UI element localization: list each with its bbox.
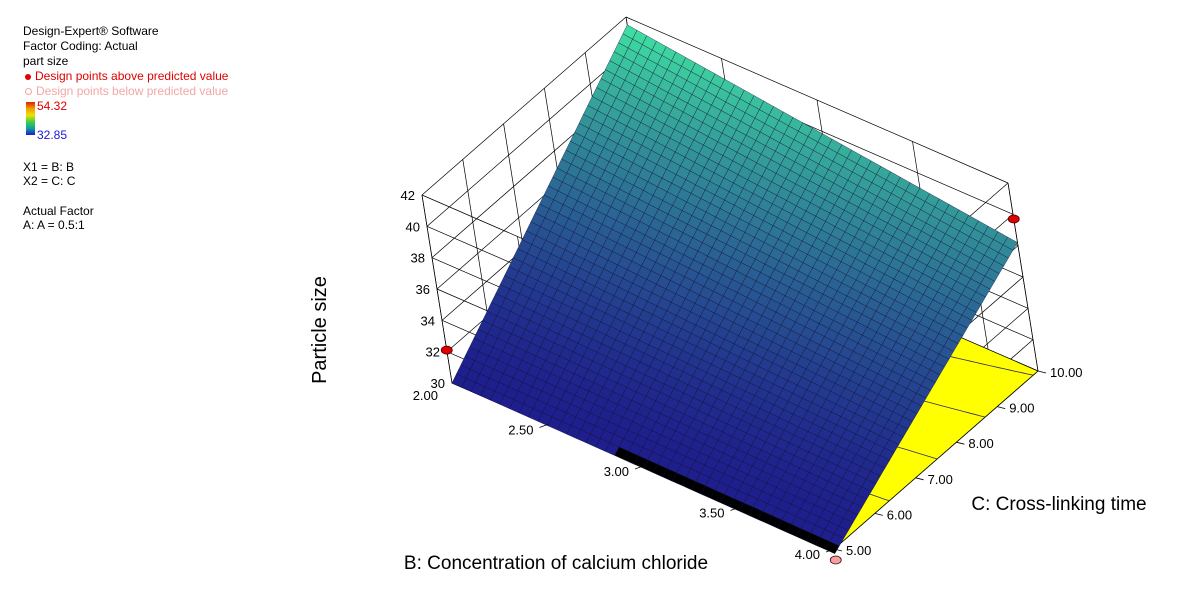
- y-tick-mark: [997, 406, 1006, 409]
- z-tick-label: 36: [416, 282, 430, 297]
- below-point-icon: [25, 88, 32, 96]
- actual-factor-value: A: A = 0.5:1: [23, 218, 85, 232]
- y-tick-label: 10.00: [1050, 365, 1083, 380]
- points-layer: [440, 214, 1020, 565]
- x-tick-label: 2.00: [413, 388, 438, 403]
- legend-above: Design points above predicted value: [25, 69, 228, 83]
- legend-above-label: Design points above predicted value: [35, 69, 229, 83]
- z-tick-label: 34: [421, 313, 435, 328]
- x-tick-mark: [539, 424, 548, 428]
- x-tick-mark: [730, 507, 739, 511]
- legend-below: Design points below predicted value: [25, 84, 228, 98]
- grid-line: [426, 48, 632, 227]
- y-tick-mark: [915, 477, 924, 481]
- y-tick-mark: [874, 513, 883, 516]
- factor-x1: X1 = B: B: [23, 160, 75, 174]
- y-tick-mark: [956, 441, 965, 445]
- actual-factor-heading: Actual Factor: [23, 204, 94, 218]
- factor-coding: Factor Coding: Actual: [23, 39, 138, 53]
- y-tick-label: 8.00: [968, 436, 993, 451]
- legend-below-label: Design points below predicted value: [36, 84, 229, 98]
- y-tick-label: 5.00: [846, 543, 871, 558]
- x-tick-label: 3.50: [699, 506, 724, 521]
- design-point-above: [440, 345, 453, 355]
- design-point-above: [1007, 214, 1020, 224]
- y-tick-label: 6.00: [887, 507, 912, 522]
- scale-min: 32.85: [37, 128, 68, 142]
- x-tick-label: 2.50: [508, 423, 533, 438]
- y-tick-mark: [833, 548, 843, 552]
- software-name: Design-Expert® Software: [23, 24, 159, 38]
- above-point-icon: [25, 73, 31, 80]
- color-scale-bar: [26, 102, 35, 135]
- z-tick-label: 30: [431, 376, 445, 391]
- surface-layer: [451, 24, 1018, 554]
- z-tick-label: 40: [406, 219, 420, 234]
- x-tick-mark: [634, 465, 644, 470]
- x-axis-label: B: Concentration of calcium chloride: [404, 553, 708, 574]
- y-tick-mark: [1037, 370, 1047, 374]
- y-axis-label: C: Cross-linking time: [971, 494, 1146, 515]
- ticks-layer: 30 32 34 36 38 40 42 2.00 2.50 3.00 3.50 4.00 5.00 6.…: [401, 188, 1083, 562]
- z-tick-label: 32: [426, 345, 440, 360]
- z-axis-label: Particle size: [309, 276, 331, 384]
- x-tick-mark: [825, 548, 835, 553]
- scale-max: 54.32: [37, 99, 68, 113]
- grid-line: [1007, 182, 1039, 372]
- z-tick-label: 42: [401, 188, 415, 203]
- y-tick-label: 9.00: [1009, 401, 1034, 416]
- z-tick-label: 38: [411, 251, 425, 266]
- x-tick-label: 4.00: [795, 547, 820, 562]
- response-name: part size: [23, 54, 69, 68]
- x-tick-label: 3.00: [604, 464, 629, 479]
- grid-line: [421, 16, 627, 196]
- factor-x2: X2 = C: C: [23, 174, 76, 188]
- design-point-below: [829, 555, 842, 565]
- y-tick-label: 7.00: [928, 472, 953, 487]
